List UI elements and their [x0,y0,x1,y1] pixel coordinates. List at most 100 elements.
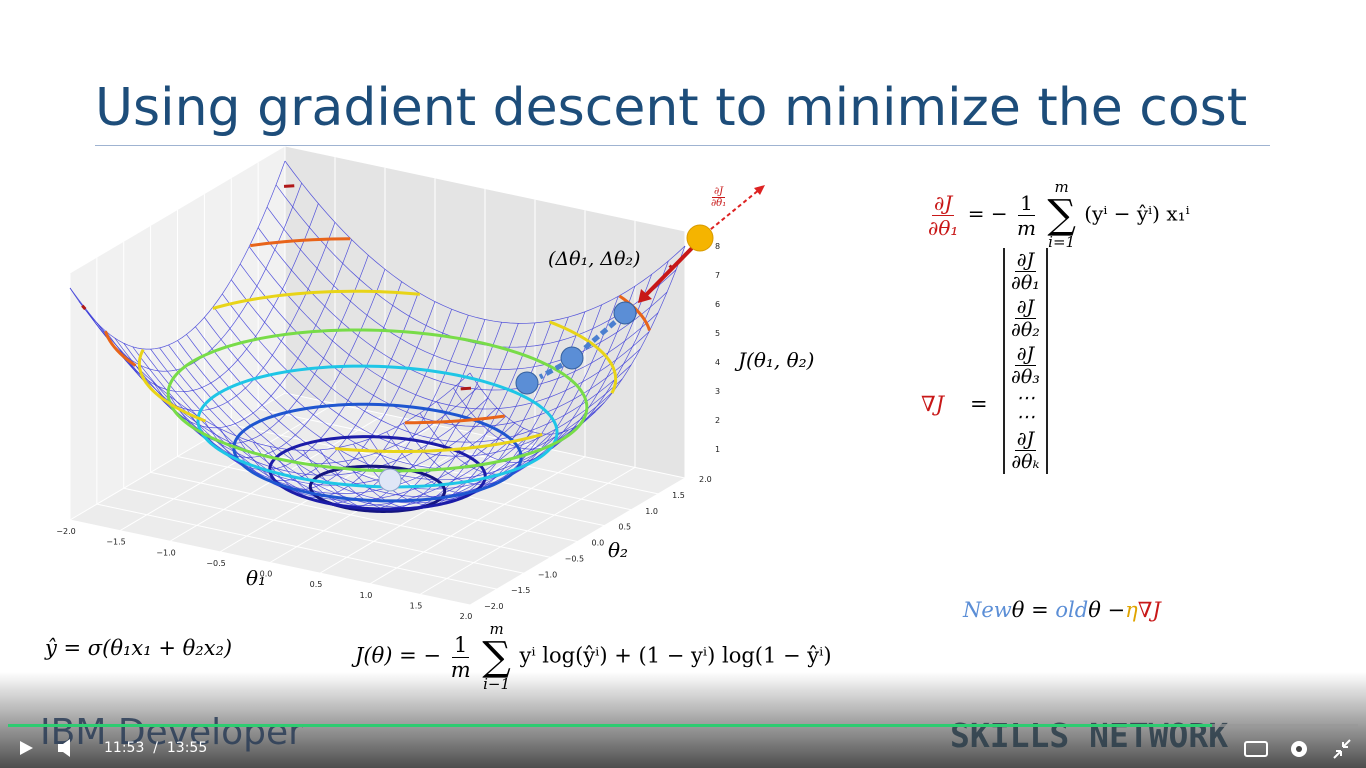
operator: = − [967,201,1008,226]
z-tick-label: 3 [715,387,720,396]
z-tick-label: 6 [715,300,720,309]
x-axis-label: θ₁ [246,566,267,590]
wall-grid [69,273,471,606]
title-rule [95,145,1270,146]
x-tick-label: 1.0 [360,591,373,600]
y-tick-label: −1.5 [511,586,530,595]
z-tick-label: 5 [715,329,720,338]
y-tick-label: 1.0 [645,507,658,516]
ellipsis: ⋯ [1015,387,1035,409]
fraction: ∂J ∂θ₃ [1011,343,1040,388]
contour [104,330,137,367]
time-display: 11:53 / 13:55 [104,740,207,756]
contour [81,304,87,311]
wall-grid [203,194,605,527]
mesh-line [248,246,650,410]
x-tick-label: −2.0 [56,527,75,536]
arrow-head [638,289,652,303]
operator: = [970,392,988,416]
x-tick-label: −0.5 [206,559,225,568]
denominator: ∂θ₃ [1011,366,1040,388]
gradient-vector: ∂J ∂θ₁ ∂J ∂θ₂ ∂J ∂θ₃ ⋯ ⋯ ∂J ∂θₖ [1003,248,1048,474]
x-tick-label: 0.0 [260,570,273,579]
step-arrow [583,320,617,350]
lower-limit: i=1 [1048,233,1076,251]
exit-fullscreen-button[interactable] [1333,739,1351,759]
x-tick-label: −1.5 [106,538,125,547]
numerator: ∂J [1014,343,1037,366]
contour [308,464,447,513]
speaker [58,744,63,752]
fraction: ∂J ∂θₖ [1011,428,1039,473]
contour [212,289,421,310]
wall-grid [284,146,686,479]
sigma: ∑ [482,634,511,680]
step-label: (Δθ₁, Δθ₂) [548,248,641,270]
y-tick-label: −0.5 [565,554,584,563]
contour [404,414,505,425]
player-controls [8,724,1358,759]
denominator: ∂θ₁ [928,215,959,240]
descent-point [560,346,584,370]
speaker [63,739,70,757]
contour [137,348,207,423]
play-button[interactable] [20,741,33,755]
mesh-line [266,206,668,370]
start-point [686,224,714,252]
volume-button[interactable] [58,739,70,757]
numerator: ∂J [1014,296,1037,319]
x-tick-label: 2.0 [460,612,473,621]
y-tick-label: −1.0 [538,570,557,579]
z-tick-label: 2 [715,416,720,425]
new-label: New [963,598,1012,622]
descent-point [515,371,539,395]
x-tick-label: 1.5 [410,601,423,610]
summation: m ∑ i−1 [482,622,511,692]
z-tick-label: 1 [715,445,720,454]
numerator: 1 [1018,190,1035,216]
y-axis-label: θ₂ [608,538,629,562]
progress-played [8,724,1212,727]
z-axis-label: J(θ₁, θ₂) [738,348,815,372]
fraction: ∂J ∂θ₁ [711,186,726,209]
mesh-line [257,227,659,391]
player-overlay [0,672,1366,768]
descent-point [613,301,637,325]
denominator: ∂θ₂ [1011,319,1040,341]
denominator: m [450,657,471,682]
denominator: ∂θ₁ [711,198,727,209]
denominator: ∂θₖ [1011,451,1040,473]
mesh-line [275,184,677,348]
y-tick-label: 0.0 [592,539,605,548]
summand: (yⁱ − ŷⁱ) x₁ⁱ [1084,201,1190,226]
upper-limit: m [1054,178,1069,196]
wall-grid [123,241,524,574]
fraction: ∂J ∂θ₁ [1011,249,1040,294]
contour [548,320,618,394]
duration: 13:55 [166,740,208,756]
ellipsis: ⋯ [1015,406,1035,428]
learning-rate: η [1125,598,1138,622]
wall-grid [177,210,578,542]
contour [283,184,295,188]
hypothesis: ŷ = σ(θ₁x₁ + θ₂x₂) [45,636,233,660]
current-time: 11:53 [104,740,145,756]
theta: θ = [1011,598,1056,622]
update-rule: Newθ = oldθ −η∇J [963,598,1161,622]
fraction: ∂J ∂θ₁ [928,191,958,240]
x-tick-label: −1.0 [156,548,175,557]
upper-limit: m [489,620,504,638]
summand: yⁱ log(ŷⁱ) + (1 − yⁱ) log(1 − ŷⁱ) [519,643,832,668]
gradient-symbol: ∇J [1137,598,1161,622]
captions-button[interactable] [1244,741,1268,757]
y-tick-label: 0.5 [618,523,631,532]
contour [334,432,543,454]
numerator: ∂J [932,190,955,216]
denominator: m [1017,215,1036,240]
numerator: ∂J [1014,249,1037,272]
